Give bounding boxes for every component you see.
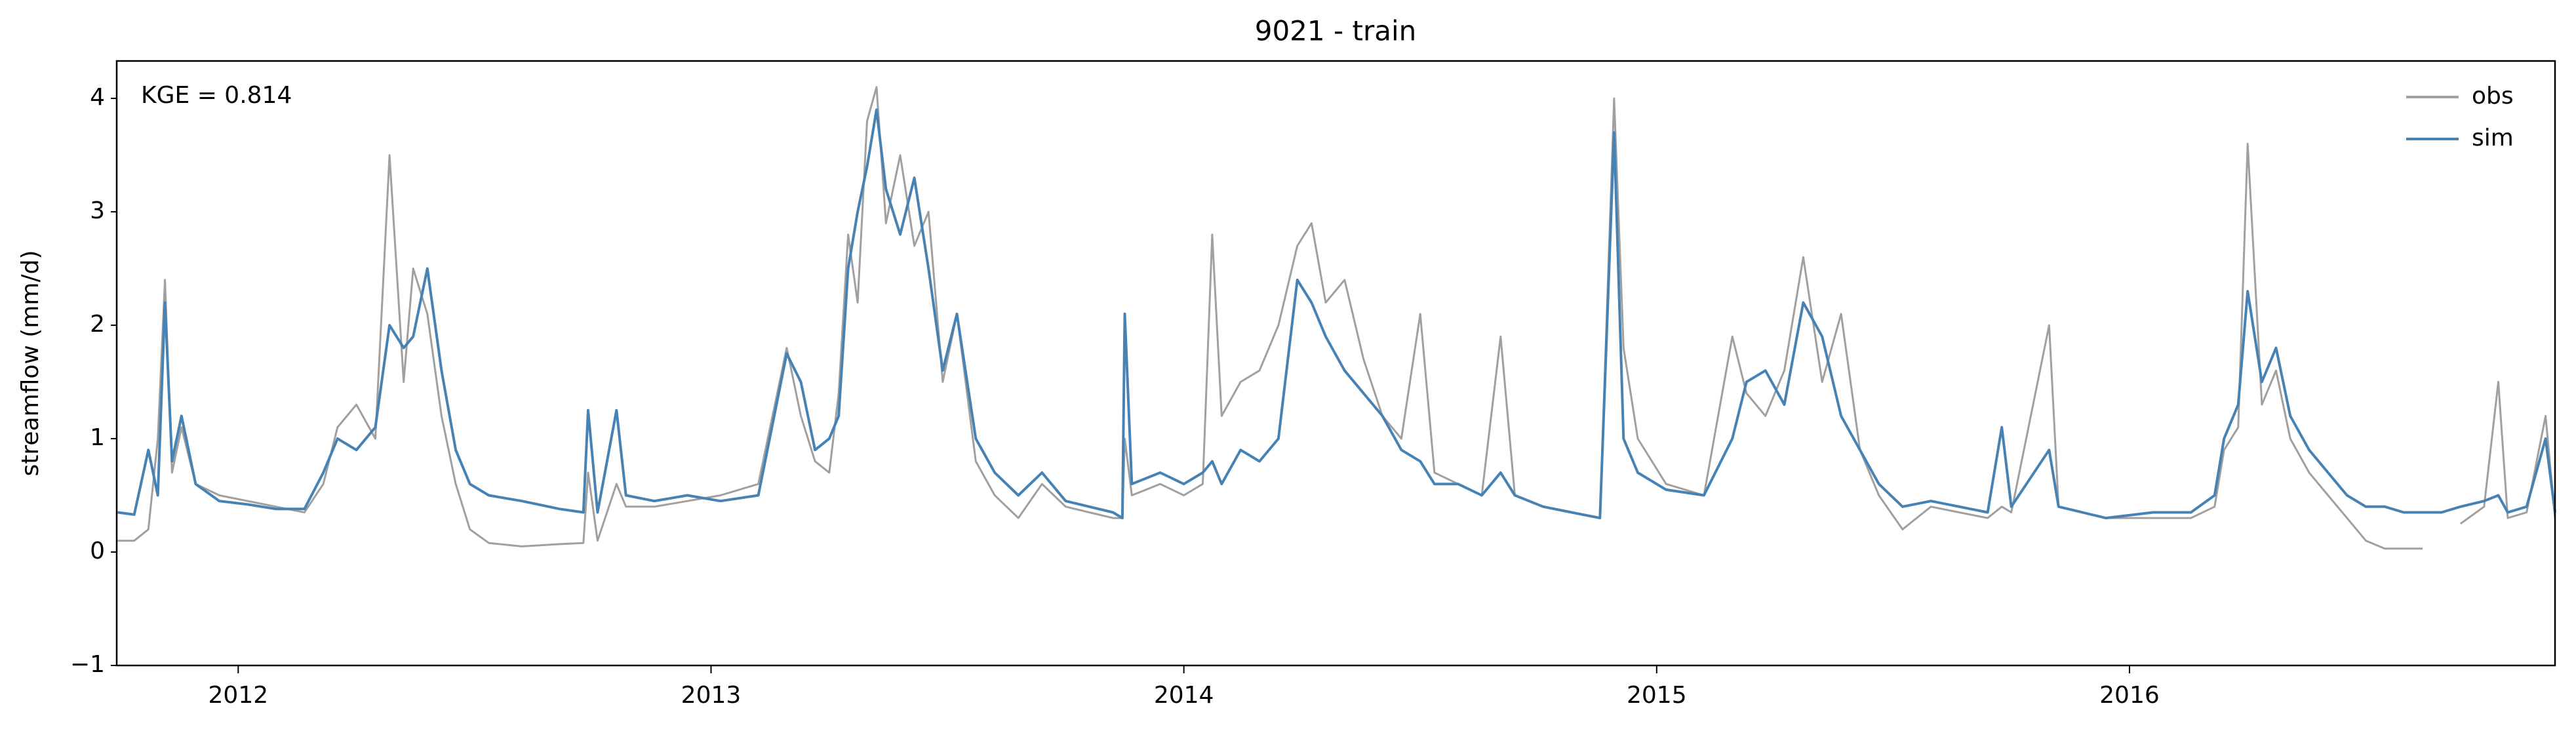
x-tick-label: 2015: [1627, 682, 1687, 709]
y-tick-label: 2: [90, 311, 105, 338]
x-tick-label: 2012: [208, 682, 269, 709]
y-tick-label: 1: [90, 424, 105, 451]
y-axis-label: streamflow (mm/d): [17, 250, 44, 477]
series-line: [117, 108, 2556, 520]
y-tick-label: 0: [90, 538, 105, 565]
series-line: [117, 86, 2556, 550]
annotation: KGE = 0.814: [141, 82, 292, 109]
x-tick-label: 2014: [1154, 682, 1214, 709]
legend-label: obs: [2472, 83, 2514, 109]
x-tick-label: 2016: [2099, 682, 2160, 709]
y-tick-label: −1: [70, 651, 105, 678]
plot-frame: [115, 60, 2556, 667]
y-tick-label: 4: [90, 84, 105, 111]
chart-title: 9021 - train: [1255, 15, 1417, 47]
x-tick-label: 2013: [681, 682, 742, 709]
legend-label: sim: [2472, 125, 2514, 151]
y-tick-label: 3: [90, 197, 105, 224]
